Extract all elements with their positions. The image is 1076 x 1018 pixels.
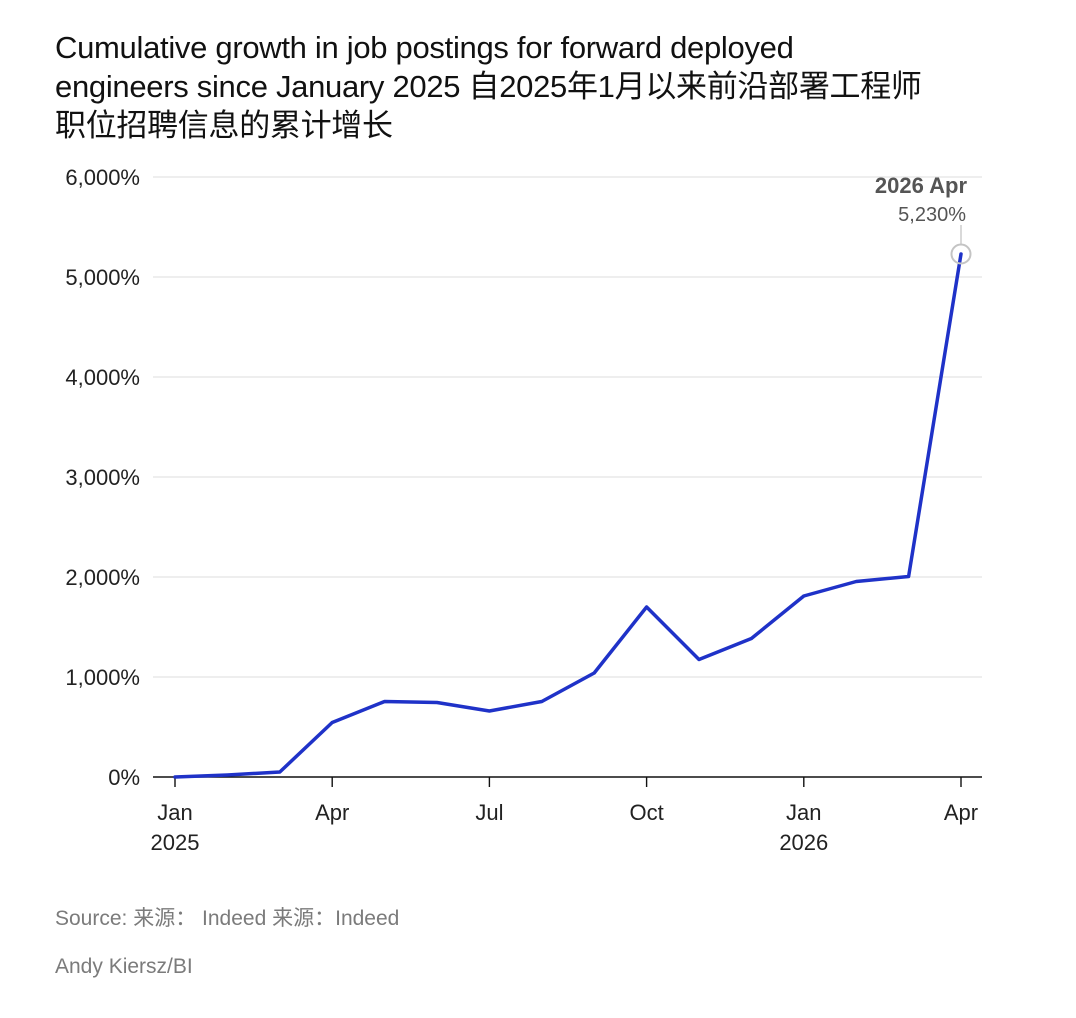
data-point-10 xyxy=(697,658,701,661)
y-tick-label-6: 6,000% xyxy=(65,165,140,190)
data-point-9 xyxy=(645,605,649,609)
x-tick-year-4: 2026 xyxy=(779,830,828,855)
data-point-5 xyxy=(435,701,439,704)
x-tick-label-5: Apr xyxy=(944,800,978,825)
data-point-13 xyxy=(854,580,858,583)
data-point-0 xyxy=(173,775,177,779)
annotation: 2026 Apr 5,230% xyxy=(875,173,972,265)
data-point-2 xyxy=(278,770,282,774)
data-point-14 xyxy=(907,575,911,578)
title-line-1: Cumulative growth in job postings for fo… xyxy=(55,30,794,65)
annotation-marker xyxy=(950,243,972,265)
title-line-3: 职位招聘信息的累计增长 xyxy=(55,108,393,143)
y-tick-label-1: 1,000% xyxy=(65,665,140,690)
data-point-11 xyxy=(749,637,753,640)
data-point-7 xyxy=(540,700,544,703)
credit-note: Andy Kiersz/BI xyxy=(55,955,193,978)
y-tick-label-5: 5,000% xyxy=(65,265,140,290)
x-tick-label-4: Jan xyxy=(786,800,821,825)
data-point-4 xyxy=(383,700,387,703)
data-point-3 xyxy=(330,721,334,724)
y-tick-label-0: 0% xyxy=(108,765,140,790)
y-axis: 0% 1,000% 2,000% 3,000% 4,000% 5,000% 6,000% xyxy=(65,165,140,790)
data-point-6 xyxy=(487,709,491,713)
data-point-8 xyxy=(592,671,596,675)
gridlines xyxy=(153,176,982,678)
x-tick-label-3: Oct xyxy=(629,800,663,825)
series-layer xyxy=(173,252,963,779)
x-axis: Jan 2025 Apr Jul Oct Jan 2026 Apr xyxy=(151,776,982,855)
title-line-2: engineers since January 2025 自2025年1月以来前… xyxy=(55,69,922,104)
data-point-12 xyxy=(802,594,806,598)
x-tick-label-2: Jul xyxy=(475,800,503,825)
series-line-0 xyxy=(173,252,963,779)
y-tick-label-4: 4,000% xyxy=(65,365,140,390)
annotation-date-label: 2026 Apr xyxy=(875,173,968,198)
chart-title: Cumulative growth in job postings for fo… xyxy=(55,28,1015,145)
x-tick-label-1: Apr xyxy=(315,800,349,825)
x-tick-year-0: 2025 xyxy=(151,830,200,855)
y-tick-label-2: 2,000% xyxy=(65,565,140,590)
x-tick-label-0: Jan xyxy=(157,800,192,825)
y-tick-label-3: 3,000% xyxy=(65,465,140,490)
annotation-value-label: 5,230% xyxy=(898,204,966,226)
data-point-15 xyxy=(959,252,963,256)
source-note: Source: 来源： Indeed 来源：Indeed xyxy=(55,907,400,930)
data-point-1 xyxy=(225,773,229,777)
